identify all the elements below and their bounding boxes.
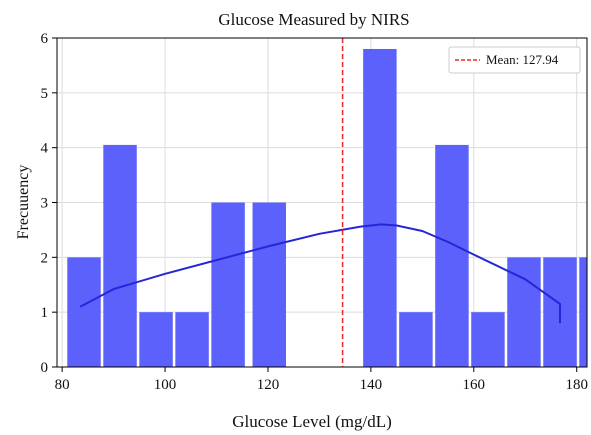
kde-layer bbox=[79, 223, 561, 324]
histogram-bar bbox=[363, 48, 397, 367]
histogram-bar bbox=[507, 257, 541, 367]
histogram-bar bbox=[103, 144, 137, 367]
histogram-bars bbox=[67, 48, 587, 367]
histogram-bar bbox=[399, 312, 433, 367]
histogram-bar bbox=[471, 312, 505, 367]
x-axis-ticks: 80 100 120 140 160 180 bbox=[55, 367, 588, 393]
legend-mean-label: Mean: 127.94 bbox=[486, 52, 559, 67]
y-tick-label: 0 bbox=[41, 360, 49, 376]
y-tick-label: 4 bbox=[41, 141, 49, 157]
x-tick-label: 120 bbox=[257, 377, 280, 393]
y-tick-label: 5 bbox=[41, 86, 49, 102]
x-tick-label: 80 bbox=[55, 377, 70, 393]
histogram-bar bbox=[579, 257, 587, 367]
histogram-bar bbox=[435, 144, 469, 367]
y-axis-label: Frecuuency bbox=[15, 165, 32, 240]
kde-curve bbox=[79, 223, 561, 324]
x-tick-label: 180 bbox=[565, 377, 588, 393]
histogram-bar bbox=[175, 312, 209, 367]
histogram-bar bbox=[211, 202, 245, 367]
y-tick-label: 2 bbox=[41, 250, 49, 266]
x-tick-label: 140 bbox=[360, 377, 383, 393]
y-tick-label: 1 bbox=[41, 305, 49, 321]
x-axis-label: Glucose Level (mg/dL) bbox=[232, 412, 392, 431]
histogram-bar bbox=[139, 312, 173, 367]
legend-box bbox=[448, 46, 581, 74]
histogram-bar bbox=[252, 202, 286, 367]
x-tick-label: 160 bbox=[463, 377, 486, 393]
y-axis-ticks: 0 1 2 3 4 5 6 bbox=[41, 31, 57, 376]
y-tick-label: 6 bbox=[41, 31, 49, 47]
x-tick-label: 100 bbox=[154, 377, 177, 393]
legend: Mean: 127.94 bbox=[448, 46, 581, 74]
y-tick-label: 3 bbox=[41, 196, 49, 212]
histogram-bar bbox=[67, 257, 101, 367]
chart-title: Glucose Measured by NIRS bbox=[218, 10, 409, 29]
